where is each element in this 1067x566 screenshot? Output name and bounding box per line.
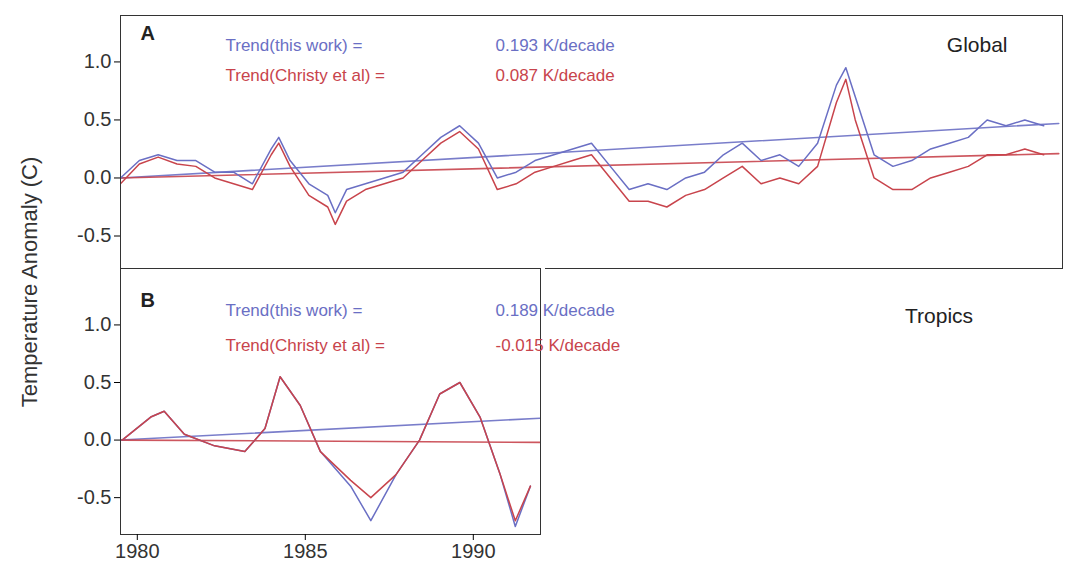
- html-text:Temperature Anomaly (C): Temperature Anomaly (C): [17, 156, 42, 408]
- svg-text:1985: 1985: [283, 540, 328, 562]
- svg-text:Trend(this work) =: Trend(this work) =: [226, 301, 363, 320]
- html-text:Tropics: Tropics: [905, 304, 974, 327]
- svg-text:1.0: 1.0: [84, 50, 112, 72]
- svg-text:Trend(this work) =: Trend(this work) =: [226, 36, 363, 55]
- svg-text:0.193 K/decade: 0.193 K/decade: [496, 36, 615, 55]
- svg-text:0.0: 0.0: [84, 428, 112, 450]
- svg-text:0.189 K/decade: 0.189 K/decade: [496, 301, 615, 320]
- svg-text:Trend(Christy et al) =: Trend(Christy et al) =: [226, 336, 386, 355]
- svg-text:0.087 K/decade: 0.087 K/decade: [496, 66, 615, 85]
- svg-text:0.5: 0.5: [84, 371, 112, 393]
- svg-text:0.5: 0.5: [84, 108, 112, 130]
- svg-text:B: B: [141, 289, 155, 311]
- svg-text:0.0: 0.0: [84, 166, 112, 188]
- svg-text:1.0: 1.0: [84, 313, 112, 335]
- svg-text:1990: 1990: [451, 540, 496, 562]
- svg-text:A: A: [141, 22, 155, 44]
- svg-text:Global: Global: [947, 33, 1008, 56]
- svg-text:-0.5: -0.5: [77, 486, 111, 508]
- svg-text:-0.5: -0.5: [77, 224, 111, 246]
- svg-text:Trend(Christy et al) =: Trend(Christy et al) =: [226, 66, 386, 85]
- svg-text:1980: 1980: [115, 540, 160, 562]
- svg-text:-0.015 K/decade: -0.015 K/decade: [496, 336, 621, 355]
